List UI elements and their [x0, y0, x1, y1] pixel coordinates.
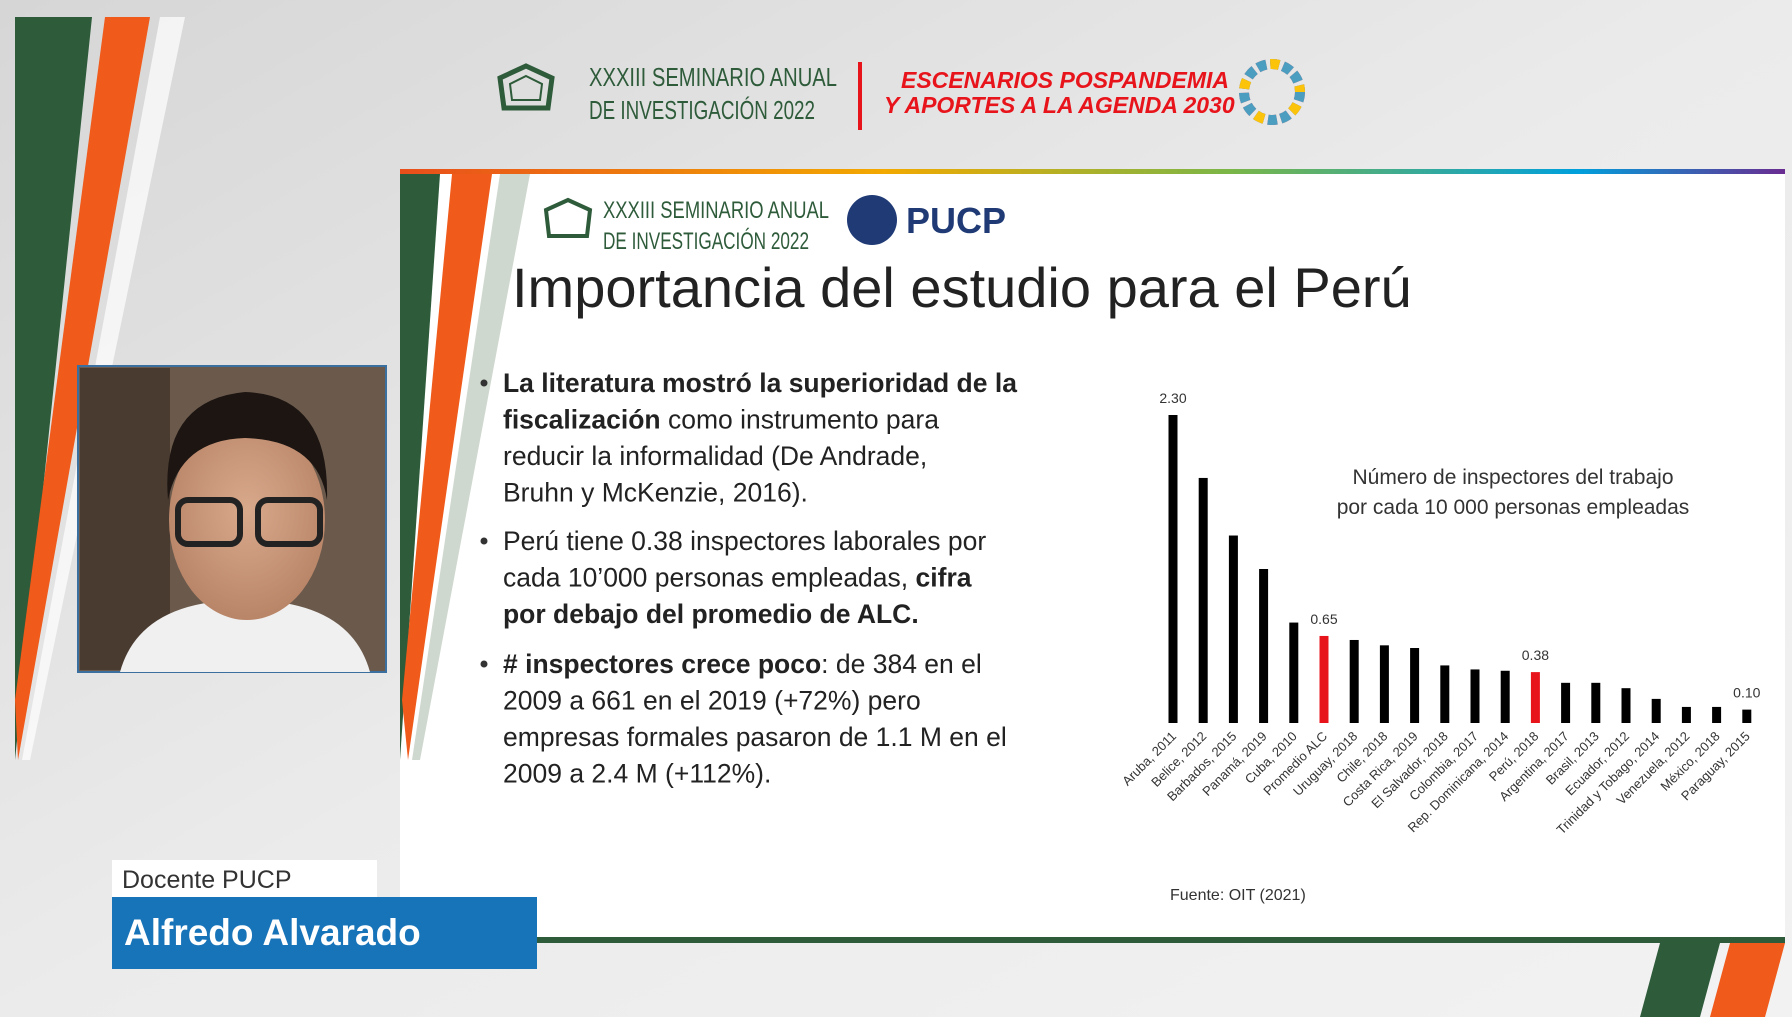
bar [1380, 645, 1389, 723]
text-run: # inspectores crece poco [503, 649, 821, 679]
pucp-logo [847, 195, 897, 245]
bar [1289, 623, 1298, 723]
bullet-line: La literatura mostró la superioridad de … [503, 368, 1017, 398]
bullet-list: La literatura mostró la superioridad de … [481, 368, 1018, 789]
bar [1320, 636, 1329, 723]
bullet-line: Bruhn y McKenzie, 2016). [503, 478, 808, 508]
text-run: reducir la informalidad (De Andrade, [503, 441, 927, 471]
text-run: fiscalización [503, 405, 661, 435]
bullet-dot [481, 380, 488, 387]
webcam [78, 366, 386, 672]
bar [1682, 707, 1691, 723]
screen: XXXIII SEMINARIO ANUAL DE INVESTIGACIÓN … [0, 0, 1792, 1017]
bullet-line: fiscalización como instrumento para [503, 405, 939, 435]
brand: PUCP [906, 200, 1006, 241]
bullet-line: Perú tiene 0.38 inspectores laborales po… [503, 526, 986, 556]
text-run: por debajo del promedio de ALC. [503, 599, 919, 629]
chart-title: por cada 10 000 personas empleadas [1337, 496, 1690, 519]
bar [1199, 478, 1208, 723]
chart-source: Fuente: OIT (2021) [1170, 887, 1306, 904]
bar [1350, 640, 1359, 723]
bullet-dot [481, 538, 488, 545]
speaker-role: Docente PUCP [122, 866, 292, 894]
bullet-line: reducir la informalidad (De Andrade, [503, 441, 927, 471]
bar [1410, 648, 1419, 723]
text-run: La literatura mostró la superioridad de … [503, 368, 1017, 398]
bar [1229, 536, 1238, 723]
bar [1259, 569, 1268, 723]
speaker-name: Alfredo Alvarado [124, 912, 421, 953]
separator [858, 62, 862, 130]
chart-title: Número de inspectores del trabajo [1352, 466, 1673, 489]
bar [1712, 707, 1721, 723]
slide-title: Importancia del estudio para el Perú [512, 256, 1412, 319]
bullet-line: 2009 a 2.4 M (+112%). [503, 759, 771, 789]
text-run: 2009 a 2.4 M (+112%). [503, 759, 771, 789]
value-label: 0.10 [1733, 685, 1760, 701]
bar [1561, 683, 1570, 723]
bullet-line: cada 10’000 personas empleadas, cifra [503, 563, 972, 593]
seminar-line: XXXIII SEMINARIO ANUAL [589, 62, 837, 92]
slide-bottombar [400, 937, 1785, 943]
bullet-line: por debajo del promedio de ALC. [503, 599, 919, 629]
text-run: : de 384 en el [821, 649, 982, 679]
seminar-line: DE INVESTIGACIÓN 2022 [603, 228, 809, 255]
text-run: Bruhn y McKenzie, 2016). [503, 478, 808, 508]
text-run: Perú tiene 0.38 inspectores laborales po… [503, 526, 986, 556]
bar [1169, 415, 1178, 723]
text-run: cada 10’000 personas empleadas, [503, 563, 916, 593]
seminar-line: XXXIII SEMINARIO ANUAL [603, 197, 829, 224]
bullet-line: 2009 a 661 en el 2019 (+72%) pero [503, 686, 921, 716]
seminar-line: DE INVESTIGACIÓN 2022 [589, 95, 815, 125]
value-label: 0.65 [1310, 611, 1337, 627]
bar [1501, 671, 1510, 723]
bar [1440, 665, 1449, 723]
bar [1652, 699, 1661, 723]
text-run: como instrumento para [661, 405, 940, 435]
text-run: empresas formales pasaron de 1.1 M en el [503, 722, 1007, 752]
theme-line: Y APORTES A LA AGENDA 2030 [884, 92, 1235, 118]
bar [1531, 672, 1540, 723]
text-run: cifra [916, 563, 972, 593]
bullet-dot [481, 661, 488, 668]
text-run: 2009 a 661 en el 2019 (+72%) pero [503, 686, 921, 716]
value-label: 2.30 [1159, 390, 1186, 406]
theme-line: ESCENARIOS POSPANDEMIA [901, 67, 1229, 93]
bar [1622, 688, 1631, 723]
bar [1591, 683, 1600, 723]
slide-topbar [400, 169, 1785, 174]
bullet-line: empresas formales pasaron de 1.1 M en el [503, 722, 1007, 752]
bullet-line: # inspectores crece poco: de 384 en el [503, 649, 982, 679]
bar [1742, 710, 1751, 723]
value-label: 0.38 [1522, 647, 1549, 663]
bar [1471, 669, 1480, 723]
